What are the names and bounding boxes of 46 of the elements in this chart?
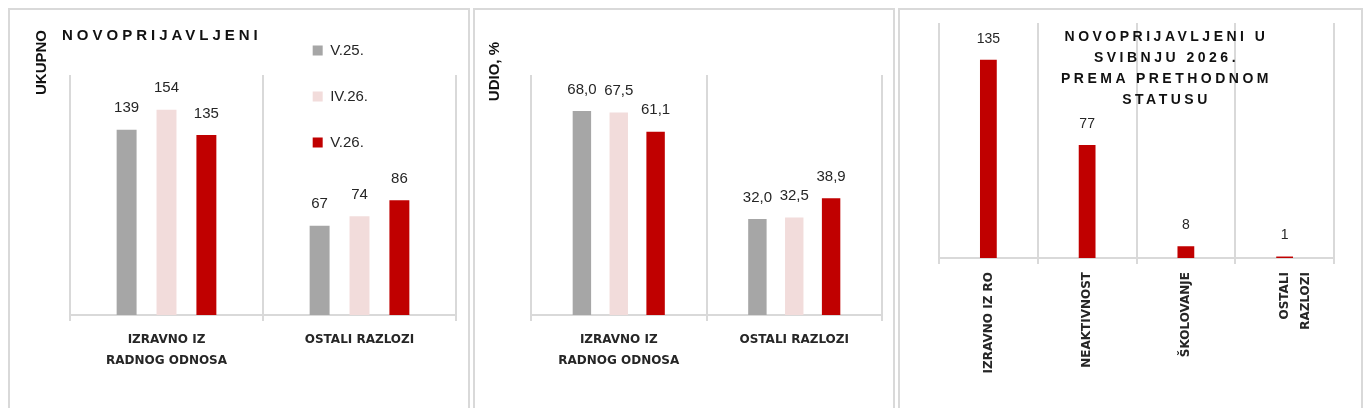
data-label: 8	[1181, 216, 1190, 233]
bar	[572, 111, 592, 315]
bar	[785, 217, 804, 315]
y-axis-title: UKUPNO	[32, 30, 49, 96]
legend-label: V.25.	[330, 40, 364, 58]
chart-title: NOVOPRIJAVLJENI	[62, 26, 262, 43]
bar	[389, 200, 410, 315]
bar	[821, 198, 841, 315]
bar	[196, 135, 217, 315]
x-tick-label: OSTALI RAZLOZI	[1276, 272, 1312, 330]
bar	[646, 131, 665, 315]
x-tick-label: IZRAVNO IZ RADNOG ODNOSA	[105, 331, 228, 367]
x-tick-label: ŠKOLOVANJE	[1177, 272, 1192, 358]
bar	[156, 109, 177, 315]
x-tick-label: IZRAVNO IZ RO	[980, 272, 995, 374]
data-label: 139	[114, 98, 140, 116]
bar	[609, 112, 628, 315]
data-label: 68,0	[567, 79, 597, 97]
bar	[116, 129, 137, 315]
bar	[349, 216, 370, 315]
bar	[748, 219, 767, 315]
bar	[979, 59, 997, 258]
data-label: 74	[351, 184, 368, 202]
bar	[1078, 144, 1096, 258]
legend-label: IV.26.	[330, 86, 369, 104]
x-tick-label: OSTALI RAZLOZI	[304, 331, 415, 346]
data-label: 1	[1280, 226, 1289, 243]
data-label: 32,5	[779, 186, 809, 204]
x-tick-label: NEAKTIVNOST	[1079, 271, 1094, 368]
legend-label: V.26.	[330, 132, 364, 150]
y-axis-title: UDIO, %	[485, 42, 502, 102]
bar	[309, 225, 330, 315]
data-label: 154	[153, 78, 180, 96]
x-tick-label: IZRAVNO IZ RADNOG ODNOSA	[558, 331, 680, 367]
data-label: 67,5	[604, 81, 634, 99]
data-label: 86	[391, 168, 408, 186]
data-label: 77	[1079, 114, 1096, 131]
data-label: 135	[193, 103, 219, 121]
data-label: 67	[311, 194, 328, 212]
data-label: 61,1	[641, 100, 671, 118]
data-label: 38,9	[816, 166, 846, 184]
bar	[1177, 246, 1195, 258]
x-tick-label: OSTALI RAZLOZI	[739, 331, 849, 346]
chart-title: NOVOPRIJAVLJENI U SVIBNJU 2026. PREMA PRETHODNOM STATUSU	[1059, 27, 1273, 109]
data-label: 32,0	[742, 187, 772, 205]
data-label: 135	[976, 29, 1001, 46]
